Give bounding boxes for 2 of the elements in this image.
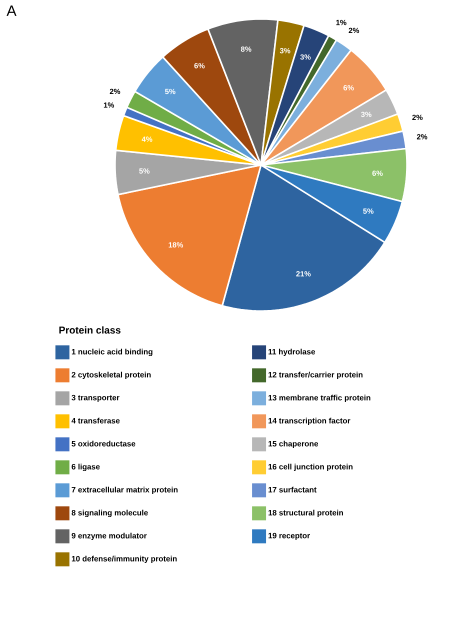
- chart-title: A: [6, 6, 17, 16]
- legend-title: Protein class: [59, 326, 121, 334]
